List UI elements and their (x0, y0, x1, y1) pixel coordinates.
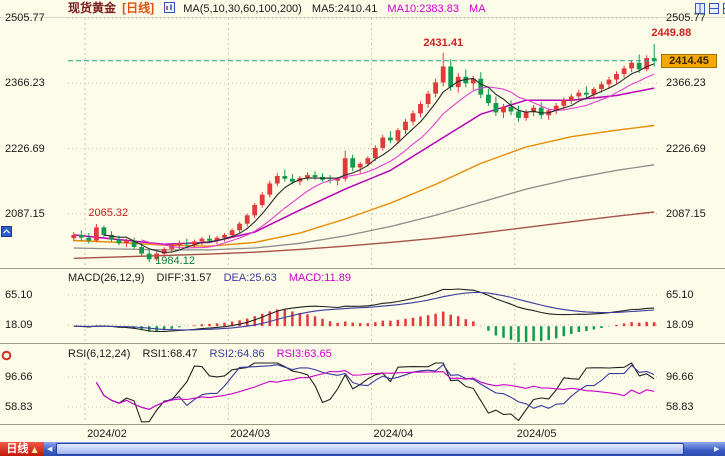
layout-grid-icon[interactable] (723, 3, 725, 17)
y-axis-label: 96.66 (666, 371, 694, 383)
x-axis-label: 2024/02 (87, 428, 127, 440)
period-selector-arrow: ▲ (31, 445, 38, 454)
macd-plot (73, 288, 656, 342)
layout-toolbar (694, 3, 725, 17)
y-axis-label: 58.83 (666, 401, 694, 413)
y-axis-label: 18.09 (5, 319, 33, 331)
ma-extra-value: MA (469, 3, 486, 15)
horizontal-scrollbar[interactable]: ◀ ▶ (0, 442, 725, 456)
y-axis-label: 2226.69 (5, 142, 45, 155)
scrollbar-thumb[interactable] (56, 443, 684, 455)
rsi3-value: RSI3:63.65 (276, 348, 332, 360)
chart-header: 现货黄金 [日线] MA(5,10,30,60,100,200) MA5:241… (68, 2, 486, 16)
candles (71, 44, 657, 262)
y-axis-label: 2505.77 (666, 12, 706, 24)
svg-text:2449.88: 2449.88 (651, 27, 691, 39)
svg-text:2431.41: 2431.41 (423, 37, 463, 49)
svg-text:2065.32: 2065.32 (88, 207, 128, 219)
main-panel-marker-icon[interactable] (1, 226, 12, 240)
y-axis-label: 2087.15 (666, 207, 706, 220)
rsi1-value: RSI1:68.47 (142, 348, 198, 360)
rsi-title: RSI(6,12,24) (68, 348, 131, 360)
y-axis-label: 65.10 (5, 289, 33, 301)
ma-settings-label: MA(5,10,30,60,100,200) (183, 3, 302, 15)
indicator-settings-icon[interactable] (164, 2, 176, 17)
last-price-tag: 2414.45 (661, 54, 717, 68)
x-axis-label: 2024/03 (230, 428, 271, 440)
macd-dea-value: DEA:25.63 (223, 272, 277, 284)
period-selector[interactable]: 日线 ▲ (0, 442, 44, 456)
y-axis-label: 65.10 (666, 289, 694, 301)
annotations: 2065.32 1984.12 2431.41 2449.88 (88, 27, 691, 267)
y-axis-label: 2505.77 (5, 12, 45, 24)
ma10-value: MA10:2383.83 (387, 3, 459, 15)
y-axis-label: 2366.23 (666, 77, 706, 90)
grid-lines (0, 17, 725, 425)
rsi-plot (95, 362, 655, 423)
rsi-panel-marker-icon[interactable] (1, 350, 12, 364)
y-axis-label: 2087.15 (5, 207, 45, 220)
macd-diff-value: DIFF:31.57 (156, 272, 212, 284)
x-axis-label: 2024/04 (373, 428, 414, 440)
y-axis-label: 2366.23 (5, 77, 45, 90)
period-selector-label: 日线 (6, 443, 29, 455)
ma5-value: MA5:2410.41 (311, 3, 378, 15)
y-axis-label: 58.83 (5, 401, 33, 413)
rsi-panel-header: RSI(6,12,24) RSI1:68.47 RSI2:64.86 RSI3:… (68, 348, 332, 361)
y-axis-label: 18.09 (666, 319, 694, 331)
scroll-left-arrow[interactable]: ◀ (47, 445, 53, 453)
x-axis-label: 2024/05 (516, 428, 557, 440)
rsi2-value: RSI2:64.86 (209, 348, 265, 360)
y-axis-label: 2226.69 (666, 142, 706, 155)
macd-title: MACD(26,12,9) (68, 272, 145, 284)
y-axis-label: 96.66 (5, 371, 33, 383)
symbol-name: 现货黄金 (68, 1, 117, 15)
ma-fast-lines (103, 63, 655, 254)
svg-text:1984.12: 1984.12 (155, 255, 195, 267)
layout-vertical-split-icon[interactable] (695, 3, 705, 17)
layout-horizontal-split-icon[interactable] (709, 3, 720, 17)
period-label: [日线] (122, 1, 155, 15)
scroll-right-arrow[interactable]: ▶ (714, 445, 720, 453)
macd-panel-header: MACD(26,12,9) DIFF:31.57 DEA:25.63 MACD:… (68, 272, 351, 285)
macd-bar-value: MACD:11.89 (288, 272, 351, 284)
